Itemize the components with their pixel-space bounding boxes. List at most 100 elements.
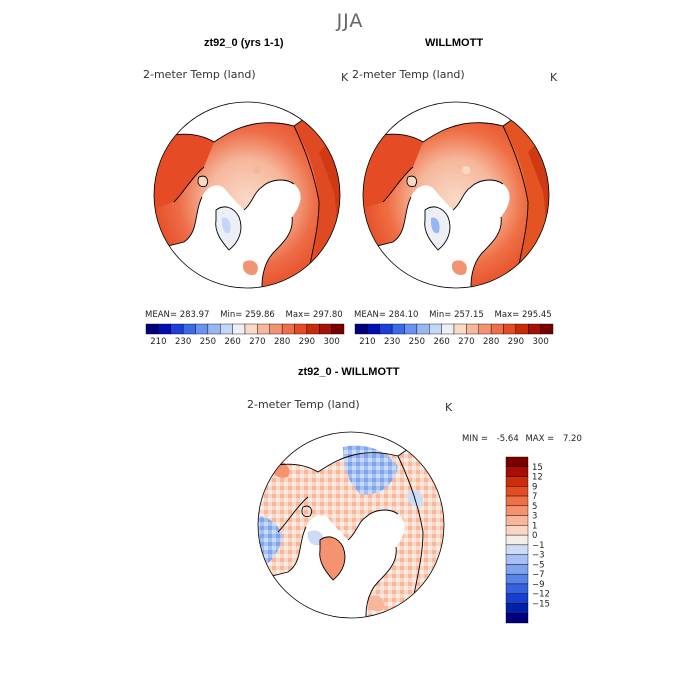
panel-3-colorbar-tick-label: −5 (532, 560, 545, 570)
panel-1-colorbar-color-swatch (306, 323, 320, 335)
panel-2-colorbar-tick-label: 280 (483, 337, 499, 347)
panel-1-colorbar-tick-label: 300 (324, 337, 340, 347)
panel-3-title: zt92_0 - WILLMOTT (298, 366, 400, 378)
panel-1-stats: MEAN= 283.97 Min= 259.86 Max= 297.80 (145, 310, 343, 320)
panel-3-colorbar-color-swatch (505, 544, 529, 555)
panel-3-variable-label: 2-meter Temp (land) (247, 398, 360, 411)
panel-2-colorbar-color-swatch (354, 323, 368, 335)
panel-3-stats: MIN = -5.64 MAX = 7.20 (462, 434, 582, 444)
panel-1-colorbar-tick-label: 270 (249, 337, 265, 347)
panel-1-colorbar-color-swatch (158, 323, 171, 335)
panel-3-colorbar-color-swatch (505, 613, 529, 624)
panel-2-colorbar-tick-label: 270 (458, 337, 474, 347)
panel-2-min-label: Min= (429, 310, 452, 320)
panel-2-max-value: 295.45 (521, 310, 552, 320)
panel-2-colorbar-color-swatch (528, 323, 541, 335)
panel-1-units-label: K (341, 71, 349, 84)
panel-3-units-label: K (445, 401, 453, 414)
panel-2-colorbar-color-swatch (429, 323, 442, 335)
panel-3-colorbar-color-swatch (505, 525, 529, 536)
panel-1-max-value: 297.80 (312, 310, 343, 320)
panel-2-colorbar-color-swatch (540, 323, 554, 335)
panel-2-colorbar-color-swatch (367, 323, 380, 335)
panel-2-colorbar-color-swatch (515, 323, 529, 335)
panel-2-colorbar-tick-label: 290 (508, 337, 524, 347)
panel-2-mean-value: 284.10 (388, 310, 419, 320)
panel-2-colorbar-color-swatch (404, 323, 418, 335)
panel-1-mean-label: MEAN= (145, 310, 177, 320)
panel-1-polar-map (153, 101, 341, 289)
panel-1-colorbar-color-swatch (281, 323, 295, 335)
panel-2-colorbar-color-swatch (391, 323, 405, 335)
panel-3-min-value: -5.64 (496, 434, 519, 444)
panel-1-max-label: Max= (285, 310, 311, 320)
panel-3-colorbar-tick-label: 12 (532, 473, 543, 483)
panel-1-colorbar-color-swatch (269, 323, 283, 335)
panel-2-colorbar-color-swatch (453, 323, 467, 335)
figure-title: JJA (336, 10, 364, 32)
panel-2-mean-label: MEAN= (354, 310, 386, 320)
panel-3-colorbar-tick-label: −7 (532, 570, 545, 580)
panel-3-colorbar-color-swatch (505, 593, 529, 604)
panel-1-colorbar-color-swatch (331, 323, 345, 335)
panel-1-colorbar-tick-label: 250 (200, 337, 216, 347)
panel-2-polar-map (362, 101, 550, 289)
panel-2-colorbar-color-swatch (441, 323, 455, 335)
panel-2-units-label: K (550, 71, 558, 84)
panel-3-colorbar-color-swatch (505, 515, 529, 526)
panel-3-colorbar-color-swatch (505, 564, 529, 575)
panel-2-colorbar-tick-label: 230 (384, 337, 400, 347)
panel-3-colorbar-tick-label: 1 (532, 521, 537, 531)
panel-1-mean-value: 283.97 (179, 310, 210, 320)
panel-1-colorbar-color-swatch (182, 323, 196, 335)
panel-2-colorbar-color-swatch (466, 323, 479, 335)
panel-3-colorbar-color-swatch (505, 476, 529, 487)
panel-1-title: zt92_0 (yrs 1-1) (204, 37, 284, 49)
panel-3-colorbar-tick-label: 7 (532, 492, 537, 502)
panel-1-colorbar: 210 230 250 260 270 280 290 300 (145, 323, 345, 347)
panel-1-colorbar-color-swatch (207, 323, 221, 335)
panel-3-colorbar-color-swatch (505, 456, 529, 467)
panel-3-colorbar-color-swatch (505, 603, 529, 614)
panel-1-colorbar-color-swatch (145, 323, 159, 335)
panel-2-title: WILLMOTT (425, 37, 484, 49)
panel-1-colorbar-tick-label: 280 (274, 337, 290, 347)
panel-1-colorbar-tick-label: 290 (299, 337, 315, 347)
panel-1-colorbar-color-swatch (232, 323, 246, 335)
panel-2-colorbar-tick-label: 260 (434, 337, 450, 347)
panel-1-variable-label: 2-meter Temp (land) (143, 68, 256, 81)
panel-3-min-label: MIN = (462, 434, 489, 444)
panel-3-colorbar-tick-label: 9 (532, 482, 537, 492)
panel-3-colorbar-color-swatch (505, 495, 529, 507)
panel-1-min-value: 259.86 (245, 310, 275, 320)
panel-3-colorbar-tick-label: −12 (532, 590, 550, 600)
panel-3-colorbar-tick-label: −15 (532, 599, 550, 609)
panel-2-colorbar-tick-label: 300 (533, 337, 549, 347)
panel-2-colorbar-tick-label: 250 (409, 337, 425, 347)
panel-1-colorbar-color-swatch (170, 323, 184, 335)
panel-2-colorbar-color-swatch (503, 323, 517, 335)
panel-3-colorbar-tick-label: −3 (532, 551, 545, 561)
panel-2-colorbar-color-swatch (490, 323, 504, 335)
panel-3-colorbar-color-swatch (505, 505, 529, 516)
panel-2-variable-label: 2-meter Temp (land) (352, 68, 465, 81)
panel-1-min-label: Min= (220, 310, 243, 320)
panel-3-colorbar-tick-label: −1 (532, 541, 545, 551)
panel-2-min-value: 257.15 (454, 310, 484, 320)
panel-1-colorbar-color-swatch (195, 323, 209, 335)
panel-3-max-value: 7.20 (562, 434, 582, 444)
panel-3-polar-map (257, 431, 445, 619)
panel-1-colorbar-tick-label: 230 (175, 337, 191, 347)
panel-2-colorbar-color-swatch (416, 323, 430, 335)
panel-3-max-label: MAX = (525, 434, 555, 444)
panel-1-colorbar-color-swatch (319, 323, 332, 335)
panel-1-colorbar-color-swatch (294, 323, 308, 335)
panel-1-colorbar-color-swatch (220, 323, 233, 335)
panel-2-colorbar-tick-label: 210 (359, 337, 375, 347)
panel-2-max-label: Max= (494, 310, 520, 320)
panel-3-colorbar-color-swatch (505, 583, 529, 594)
panel-1-colorbar-color-swatch (244, 323, 258, 335)
panel-3-colorbar-tick-label: 5 (532, 502, 537, 512)
